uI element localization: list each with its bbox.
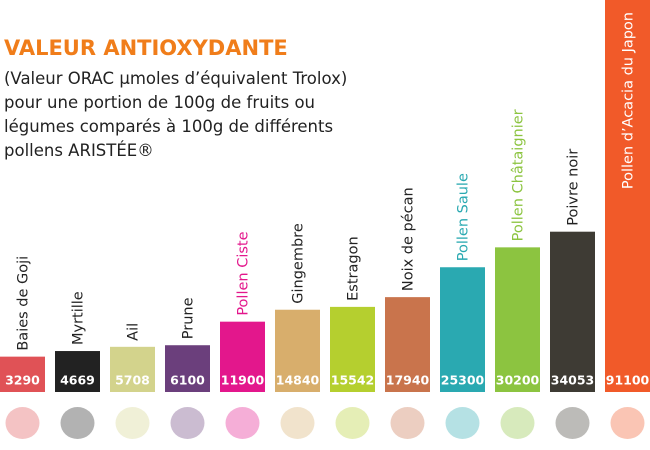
icon [5, 407, 40, 439]
icon [225, 407, 260, 439]
value-label: 15542 [331, 373, 375, 388]
bar [0, 356, 45, 392]
subtitle-line: pour une portion de 100g de fruits ou [4, 93, 315, 112]
value-label: 4669 [60, 373, 95, 388]
category-label: Pollen d’Acacia du Japon [621, 12, 637, 189]
bar [385, 297, 430, 392]
category-label: Poivre noir [566, 149, 582, 226]
category-label: Noix de pécan [401, 187, 417, 291]
bar [220, 321, 265, 392]
chart-title: VALEUR ANTIOXYDANTE [4, 36, 288, 60]
value-label: 91100 [606, 373, 650, 388]
category-label: Estragon [346, 236, 362, 301]
value-label: 11900 [221, 373, 265, 388]
bar [605, 0, 650, 392]
icon [115, 407, 150, 439]
value-label: 34053 [551, 373, 595, 388]
category-label: Pollen Châtaignier [511, 109, 527, 241]
icon [445, 407, 480, 439]
value-label: 3290 [5, 373, 40, 388]
bar [110, 346, 155, 392]
value-label: 6100 [170, 373, 205, 388]
value-label: 30200 [496, 373, 540, 388]
value-label: 25300 [441, 373, 485, 388]
subtitle-line: (Valeur ORAC µmoles d’équivalent Trolox) [4, 69, 347, 88]
icon [390, 407, 425, 439]
subtitle-line: légumes comparés à 100g de différents [4, 117, 333, 136]
bar [165, 345, 210, 392]
bar [330, 306, 375, 392]
bar [550, 231, 595, 392]
icon [555, 407, 590, 439]
category-label: Myrtille [71, 291, 87, 345]
icon [610, 407, 645, 439]
icon [280, 407, 315, 439]
bar [495, 247, 540, 392]
bar [55, 351, 100, 392]
subtitle: (Valeur ORAC µmoles d’équivalent Trolox)… [4, 69, 347, 160]
bars: 3290 Baies de Goji 4669 Myrtille 5708 Ail 6100… [0, 0, 650, 439]
subtitle-line: pollens ARISTÉE® [4, 141, 154, 160]
category-label: Prune [181, 297, 197, 339]
bar [275, 309, 320, 392]
icon [500, 407, 535, 439]
icon [335, 407, 370, 439]
value-label: 5708 [115, 373, 150, 388]
icon [170, 407, 205, 439]
category-label: Gingembre [291, 223, 307, 304]
category-label: Pollen Saule [456, 173, 472, 261]
value-label: 17940 [386, 373, 430, 388]
category-label: Baies de Goji [16, 256, 32, 351]
category-label: Ail [126, 323, 142, 341]
category-label: Pollen Ciste [236, 231, 252, 315]
icon [60, 407, 95, 439]
value-label: 14840 [276, 373, 320, 388]
bar [440, 267, 485, 392]
